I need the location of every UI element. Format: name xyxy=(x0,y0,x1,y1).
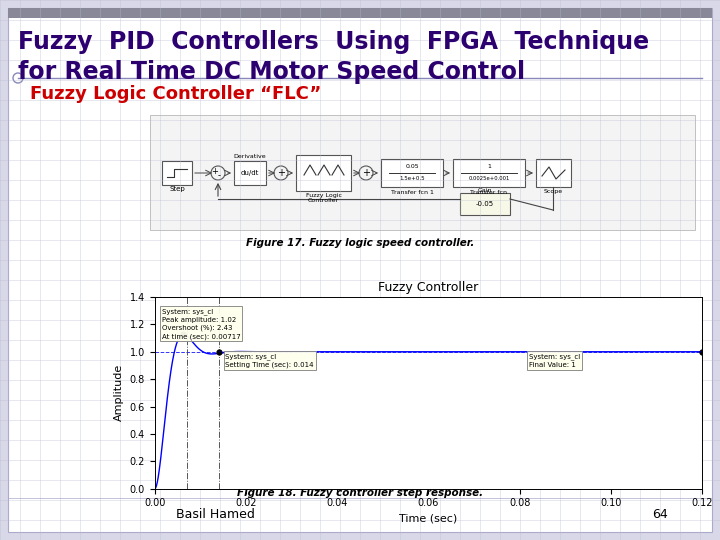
Text: 0.0025e+0.001: 0.0025e+0.001 xyxy=(468,177,510,181)
Text: du/dt: du/dt xyxy=(240,170,259,176)
Text: -: - xyxy=(217,172,220,180)
FancyBboxPatch shape xyxy=(460,193,510,215)
FancyBboxPatch shape xyxy=(8,8,712,532)
FancyBboxPatch shape xyxy=(453,159,525,187)
Text: 1.5e+0.5: 1.5e+0.5 xyxy=(399,177,425,181)
Y-axis label: Amplitude: Amplitude xyxy=(114,364,124,422)
Text: Fuzzy Logic: Fuzzy Logic xyxy=(305,192,341,198)
Text: Gain: Gain xyxy=(478,187,492,192)
Text: Fuzzy Logic Controller “FLC”: Fuzzy Logic Controller “FLC” xyxy=(30,85,321,103)
Text: System: sys_cl
Final Value: 1: System: sys_cl Final Value: 1 xyxy=(528,353,580,368)
Text: -0.05: -0.05 xyxy=(476,201,494,207)
Text: Basil Hamed: Basil Hamed xyxy=(176,509,254,522)
Text: Transfer fcn 1: Transfer fcn 1 xyxy=(390,190,433,194)
Text: Controller: Controller xyxy=(308,199,339,204)
FancyBboxPatch shape xyxy=(234,161,266,185)
Text: Figure 18. Fuzzy controller step response.: Figure 18. Fuzzy controller step respons… xyxy=(237,488,483,498)
Text: Fuzzy  PID  Controllers  Using  FPGA  Technique: Fuzzy PID Controllers Using FPGA Techniq… xyxy=(18,30,649,54)
Title: Fuzzy Controller: Fuzzy Controller xyxy=(378,281,479,294)
Text: +: + xyxy=(212,167,218,177)
Text: Step: Step xyxy=(169,186,185,192)
Text: System: sys_cl
Setting Time (sec): 0.014: System: sys_cl Setting Time (sec): 0.014 xyxy=(225,353,314,368)
Text: 0.05: 0.05 xyxy=(405,165,419,170)
Text: for Real Time DC Motor Speed Control: for Real Time DC Motor Speed Control xyxy=(18,60,525,84)
FancyBboxPatch shape xyxy=(536,159,571,187)
FancyBboxPatch shape xyxy=(381,159,443,187)
Text: Derivative: Derivative xyxy=(234,153,266,159)
FancyBboxPatch shape xyxy=(162,161,192,185)
Text: Scope: Scope xyxy=(544,190,563,194)
Text: Figure 17. Fuzzy logic speed controller.: Figure 17. Fuzzy logic speed controller. xyxy=(246,238,474,248)
X-axis label: Time (sec): Time (sec) xyxy=(400,514,457,524)
Text: 64: 64 xyxy=(652,509,668,522)
Text: +: + xyxy=(277,168,285,178)
FancyBboxPatch shape xyxy=(8,8,712,18)
FancyBboxPatch shape xyxy=(296,155,351,191)
Text: Transfer fcn: Transfer fcn xyxy=(470,190,508,194)
Text: System: sys_cl
Peak amplitude: 1.02
Overshoot (%): 2.43
At time (sec): 0.00717: System: sys_cl Peak amplitude: 1.02 Over… xyxy=(162,308,240,340)
Text: 1: 1 xyxy=(487,165,491,170)
Text: +: + xyxy=(362,168,370,178)
FancyBboxPatch shape xyxy=(150,115,695,230)
